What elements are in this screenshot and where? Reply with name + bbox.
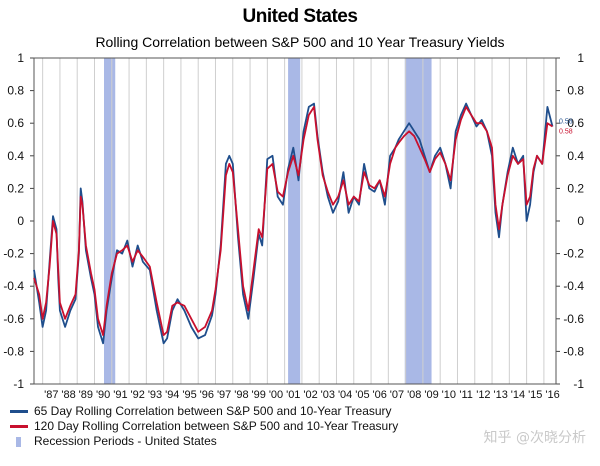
series-lines: [33, 102, 554, 345]
x-tick-label: '14: [511, 389, 525, 401]
x-tick-label: '98: [234, 389, 248, 401]
y-tick-label-left: -0.2: [3, 247, 24, 261]
x-tick-label: '88: [61, 389, 75, 401]
x-tick-label: '87: [44, 389, 58, 401]
watermark: 知乎 @次晓分析: [483, 430, 586, 446]
x-tick-label: '08: [407, 389, 421, 401]
legend-swatch-recession: [16, 436, 21, 447]
x-tick-label: '94: [165, 389, 179, 401]
x-tick-label: '89: [79, 389, 93, 401]
legend-label-65day: 65 Day Rolling Correlation between S&P 5…: [34, 404, 392, 418]
x-tick-label: '00: [269, 389, 283, 401]
legend: 65 Day Rolling Correlation between S&P 5…: [10, 404, 398, 449]
legend-item-120day: 120 Day Rolling Correlation between S&P …: [10, 419, 398, 434]
x-tick-label: '13: [494, 389, 508, 401]
y-tick-label-right: -0.4: [563, 279, 584, 293]
x-tick-label: '06: [373, 389, 387, 401]
y-tick-label-left: -0.4: [3, 279, 24, 293]
x-tick-label: '93: [148, 389, 162, 401]
legend-item-65day: 65 Day Rolling Correlation between S&P 5…: [10, 404, 398, 419]
end-value-label: 0.58: [559, 128, 573, 135]
y-tick-label-left: 0.2: [7, 181, 24, 195]
x-tick-label: '99: [252, 389, 266, 401]
end-value-label: 0.58: [559, 118, 573, 125]
y-tick-label-left: -0.6: [3, 312, 24, 326]
y-tick-label-left: 0.4: [7, 149, 24, 163]
chart-title: United States: [242, 6, 358, 27]
y-tick-label-left: -0.8: [3, 344, 24, 358]
x-tick-label: '90: [96, 389, 110, 401]
x-tick-label: '15: [528, 389, 542, 401]
x-tick-label: '10: [442, 389, 456, 401]
y-tick-label-right: -0.8: [563, 344, 584, 358]
y-tick-label-right: 0.2: [567, 181, 584, 195]
x-tick-label: '02: [303, 389, 317, 401]
legend-swatch-120day: [10, 425, 28, 429]
recession-band-0: [104, 58, 116, 384]
x-tick-label: '11: [459, 389, 473, 401]
y-tick-label-right: -0.6: [563, 312, 584, 326]
series-line-1: [33, 106, 553, 337]
tick-labels: '87'88'89'90'91'92'93'94'95'96'97'98'99 '…: [3, 51, 584, 401]
axes: [30, 57, 560, 385]
recession-bands: [104, 58, 432, 384]
x-tick-label: '97: [217, 389, 231, 401]
y-tick-label-left: 1: [17, 51, 24, 65]
y-tick-label-left: 0.6: [7, 116, 24, 130]
x-tick-label: '04: [338, 389, 352, 401]
y-tick-label-right: 1: [577, 51, 584, 65]
y-tick-label-right: 0: [577, 214, 584, 228]
y-tick-label-left: 0.8: [7, 84, 24, 98]
plot-border: [33, 57, 557, 385]
x-tick-label: '95: [182, 389, 196, 401]
x-tick-label: '07: [390, 389, 404, 401]
y-tick-label-right: 0.6: [567, 116, 584, 130]
y-tick-label-left: -1: [13, 377, 24, 391]
legend-label-120day: 120 Day Rolling Correlation between S&P …: [34, 419, 399, 433]
grid-lines: [42, 58, 545, 384]
x-tick-label: '12: [476, 389, 490, 401]
x-tick-label: '16: [545, 389, 559, 401]
legend-item-recession: Recession Periods - United States: [10, 434, 398, 449]
x-tick-label: '92: [131, 389, 145, 401]
legend-swatch-65day: [10, 410, 28, 414]
y-tick-label-right: 0.4: [567, 149, 584, 163]
y-tick-label-left: 0: [17, 214, 24, 228]
x-tick-label: '09: [424, 389, 438, 401]
recession-band-2: [404, 58, 432, 384]
y-tick-label-right: 0.8: [567, 84, 584, 98]
x-tick-label: '01: [286, 389, 300, 401]
x-tick-label: '91: [113, 389, 127, 401]
y-tick-label-right: -0.2: [563, 247, 584, 261]
legend-label-recession: Recession Periods - United States: [34, 434, 217, 448]
x-tick-label: '03: [321, 389, 335, 401]
x-tick-label: '05: [355, 389, 369, 401]
chart-subtitle: Rolling Correlation between S&P 500 and …: [95, 34, 505, 50]
y-tick-label-right: -1: [573, 377, 584, 391]
recession-band-1: [288, 58, 301, 384]
x-tick-label: '96: [200, 389, 214, 401]
